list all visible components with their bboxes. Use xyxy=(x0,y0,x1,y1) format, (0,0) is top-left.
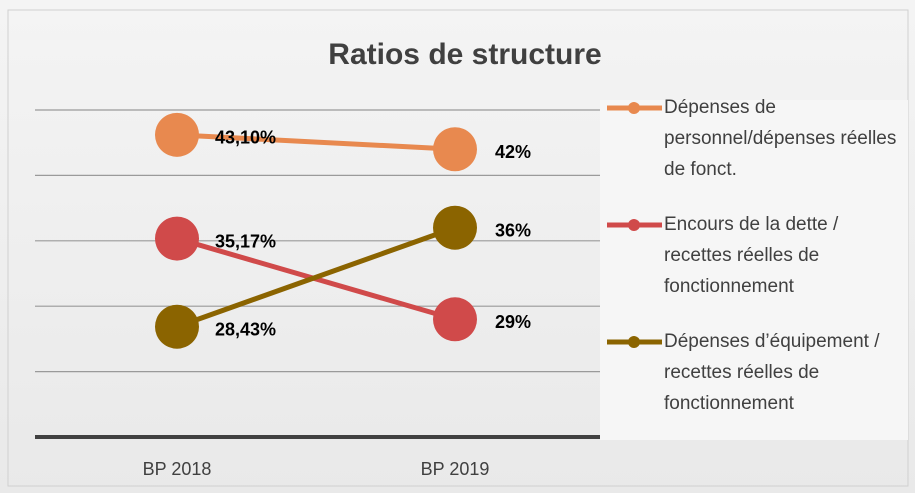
legend-marker xyxy=(628,336,640,348)
marker xyxy=(433,297,477,342)
legend-label: Dépenses d’équipement / recettes réelles… xyxy=(664,331,880,414)
data-label: 36% xyxy=(495,220,531,240)
data-label: 42% xyxy=(495,142,531,162)
legend-label: Encours de la dette / recettes réelles d… xyxy=(664,214,839,297)
marker xyxy=(433,205,477,250)
legend-label: Dépenses de personnel/dépenses réelles d… xyxy=(664,97,897,180)
x-tick-label: BP 2019 xyxy=(421,459,490,479)
series-line xyxy=(176,225,456,330)
legend-marker xyxy=(628,102,640,114)
chart-title: Ratios de structure xyxy=(328,38,601,71)
marker xyxy=(155,304,199,349)
legend-area xyxy=(600,100,908,440)
data-label: 28,43% xyxy=(215,319,276,339)
series-line xyxy=(176,132,456,152)
legend-marker xyxy=(628,219,640,231)
data-label: 29% xyxy=(495,312,531,332)
data-label: 43,10% xyxy=(215,128,276,148)
marker xyxy=(433,127,477,172)
x-tick-label: BP 2018 xyxy=(143,459,212,479)
marker xyxy=(155,216,199,261)
data-label: 35,17% xyxy=(215,231,276,251)
marker xyxy=(155,112,199,157)
